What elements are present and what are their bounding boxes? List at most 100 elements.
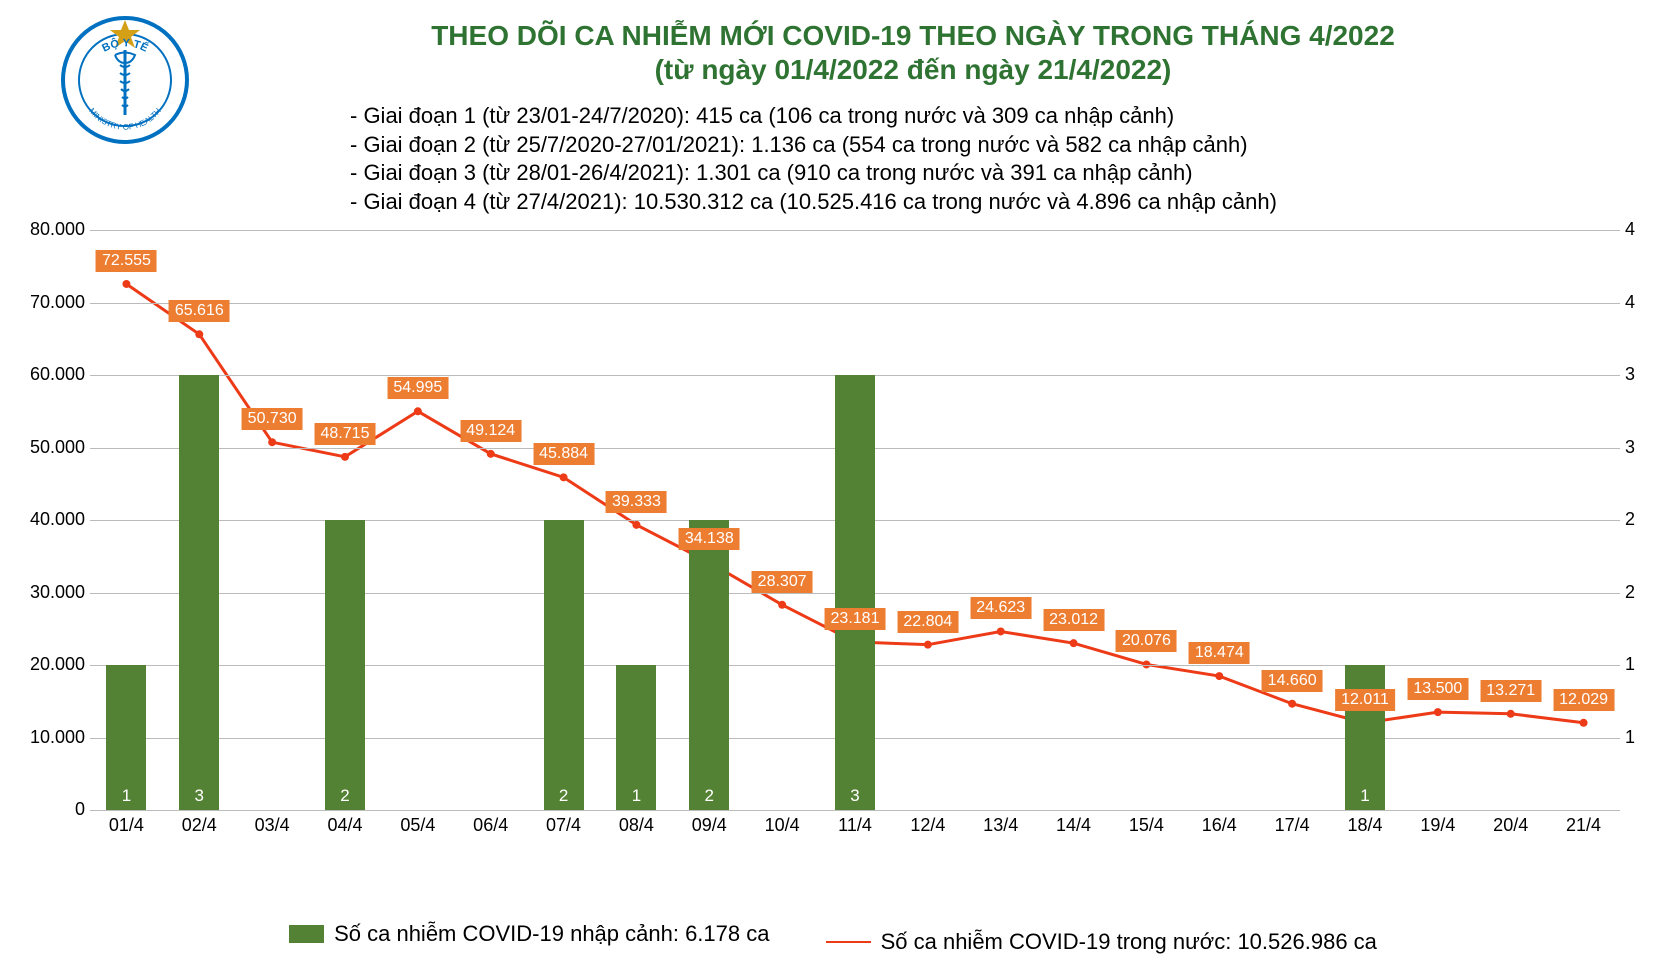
- bar-value-label: 2: [325, 786, 365, 806]
- y-right-tick: 3: [1625, 364, 1645, 385]
- legend: Số ca nhiễm COVID-19 nhập cảnh: 6.178 ca…: [0, 921, 1666, 955]
- y-left-tick: 10.000: [30, 727, 85, 748]
- gridline: [90, 303, 1620, 304]
- y-right-tick: 3: [1625, 437, 1645, 458]
- x-tick-label: 08/4: [619, 815, 654, 836]
- bar-value-label: -: [762, 786, 802, 806]
- chart-title-block: THEO DÕI CA NHIỄM MỚI COVID-19 THEO NGÀY…: [200, 20, 1626, 86]
- x-tick-label: 20/4: [1493, 815, 1528, 836]
- phase-1: - Giai đoạn 1 (từ 23/01-24/7/2020): 415 …: [350, 102, 1277, 131]
- chart-title: THEO DÕI CA NHIỄM MỚI COVID-19 THEO NGÀY…: [200, 20, 1626, 52]
- bar-value-label: -: [981, 786, 1021, 806]
- line-value-label: 13.271: [1480, 680, 1541, 702]
- x-tick-label: 18/4: [1347, 815, 1382, 836]
- line-marker: [414, 407, 422, 415]
- line-marker: [1434, 708, 1442, 716]
- bar-value-label: 1: [106, 786, 146, 806]
- line-value-label: 12.011: [1335, 689, 1395, 711]
- legend-bar: Số ca nhiễm COVID-19 nhập cảnh: 6.178 ca: [289, 921, 769, 947]
- x-tick-label: 14/4: [1056, 815, 1091, 836]
- line-marker: [122, 280, 130, 288]
- line-marker: [341, 453, 349, 461]
- x-tick-label: 05/4: [400, 815, 435, 836]
- line-marker: [1215, 672, 1223, 680]
- line-value-label: 28.307: [752, 571, 813, 593]
- gridline: [90, 230, 1620, 231]
- chart-area: 010.00020.00030.00040.00050.00060.00070.…: [90, 230, 1620, 850]
- line-marker: [487, 450, 495, 458]
- y-left-tick: 40.000: [30, 509, 85, 530]
- line-marker: [997, 627, 1005, 635]
- x-tick-label: 04/4: [327, 815, 362, 836]
- line-value-label: 48.715: [315, 423, 376, 445]
- phase-3: - Giai đoạn 3 (từ 28/01-26/4/2021): 1.30…: [350, 159, 1277, 188]
- x-axis-labels: 01/402/403/404/405/406/407/408/409/410/4…: [90, 815, 1620, 840]
- bar-value-label: -: [908, 786, 948, 806]
- line-value-label: 49.124: [460, 420, 521, 442]
- chart-subtitle: (từ ngày 01/4/2022 đến ngày 21/4/2022): [200, 54, 1626, 86]
- legend-line: Số ca nhiễm COVID-19 trong nước: 10.526.…: [826, 929, 1377, 955]
- y-right-tick: 1: [1625, 654, 1645, 675]
- x-tick-label: 17/4: [1275, 815, 1310, 836]
- line-value-label: 45.884: [533, 443, 594, 465]
- y-right-tick: 4: [1625, 292, 1645, 313]
- bar-value-label: -: [1199, 786, 1239, 806]
- bar-value-label: 2: [544, 786, 584, 806]
- plot-region: 010.00020.00030.00040.00050.00060.00070.…: [90, 230, 1620, 810]
- bar: [325, 520, 365, 810]
- bar-value-label: -: [398, 786, 438, 806]
- bar-value-label: 2: [689, 786, 729, 806]
- y-right-tick: 4: [1625, 219, 1645, 240]
- line-value-label: 23.012: [1043, 609, 1104, 631]
- legend-bar-swatch: [289, 925, 324, 943]
- x-tick-label: 07/4: [546, 815, 581, 836]
- y-left-tick: 20.000: [30, 654, 85, 675]
- gridline: [90, 810, 1620, 811]
- x-tick-label: 11/4: [838, 815, 872, 836]
- bar: [179, 375, 219, 810]
- line-value-label: 34.138: [679, 528, 740, 550]
- y-right-tick: 2: [1625, 582, 1645, 603]
- line-value-label: 12.029: [1553, 689, 1614, 711]
- y-left-tick: 60.000: [30, 364, 85, 385]
- bar: [835, 375, 875, 810]
- x-tick-label: 12/4: [910, 815, 945, 836]
- bar-value-label: -: [1272, 786, 1312, 806]
- line-marker: [632, 521, 640, 529]
- bar-value-label: -: [1564, 786, 1604, 806]
- x-tick-label: 19/4: [1420, 815, 1455, 836]
- y-right-tick: 2: [1625, 509, 1645, 530]
- line-marker: [778, 601, 786, 609]
- x-tick-label: 15/4: [1129, 815, 1164, 836]
- line-value-label: 50.730: [242, 408, 303, 430]
- x-tick-label: 16/4: [1202, 815, 1237, 836]
- x-tick-label: 13/4: [983, 815, 1018, 836]
- x-tick-label: 21/4: [1566, 815, 1601, 836]
- y-right-tick: 1: [1625, 727, 1645, 748]
- bar-value-label: 3: [179, 786, 219, 806]
- line-value-label: 39.333: [606, 491, 667, 513]
- line-marker: [1507, 710, 1515, 718]
- bar-value-label: -: [471, 786, 511, 806]
- legend-bar-text: Số ca nhiễm COVID-19 nhập cảnh: 6.178 ca: [334, 921, 769, 947]
- bar-value-label: -: [1418, 786, 1458, 806]
- bar-value-label: 1: [616, 786, 656, 806]
- bar-value-label: -: [1054, 786, 1094, 806]
- x-tick-label: 06/4: [473, 815, 508, 836]
- bar-value-label: -: [1491, 786, 1531, 806]
- bar: [689, 520, 729, 810]
- y-left-tick: 50.000: [30, 437, 85, 458]
- line-value-label: 54.995: [387, 377, 448, 399]
- ministry-logo: BỘ Y TẾ MINISTRY OF HEALTH: [60, 15, 190, 145]
- line-value-label: 24.623: [970, 597, 1031, 619]
- x-tick-label: 10/4: [765, 815, 800, 836]
- phase-2: - Giai đoạn 2 (từ 25/7/2020-27/01/2021):…: [350, 131, 1277, 160]
- line-value-label: 23.181: [825, 608, 886, 630]
- line-marker: [1580, 719, 1588, 727]
- phase-4: - Giai đoạn 4 (từ 27/4/2021): 10.530.312…: [350, 188, 1277, 217]
- line-value-label: 22.804: [897, 611, 958, 633]
- bar-value-label: -: [252, 786, 292, 806]
- x-tick-label: 01/4: [109, 815, 144, 836]
- y-left-tick: 30.000: [30, 582, 85, 603]
- bar-value-label: 1: [1345, 786, 1385, 806]
